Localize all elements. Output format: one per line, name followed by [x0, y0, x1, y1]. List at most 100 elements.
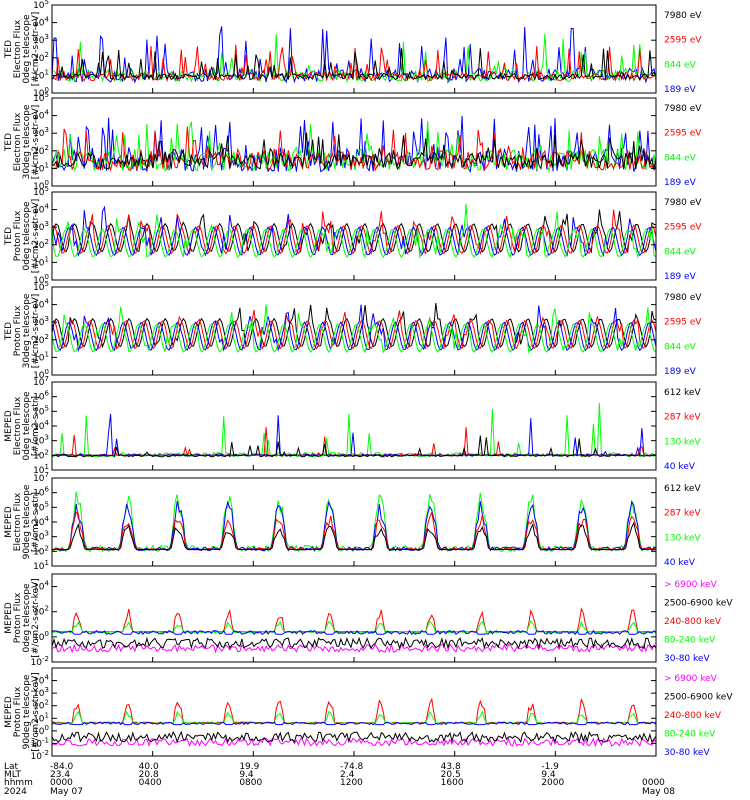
x-row-label: MLT [4, 770, 22, 780]
y-axis-label: 30deg telescope [22, 293, 32, 368]
x-row-label: 2024 [4, 787, 27, 797]
y-tick-label: 101 [33, 463, 49, 476]
legend-entry: 2595 eV [664, 129, 702, 139]
legend-entry: 30-80 keV [664, 748, 710, 758]
y-axis-label: 0deg telescope [22, 14, 32, 84]
series-group [52, 697, 656, 748]
y-axis-label: Proton Flux [13, 592, 23, 643]
series-line [52, 697, 656, 725]
legend-entry: 612 keV [664, 388, 701, 398]
series-line [52, 309, 656, 351]
x-tick-label: 1200 [340, 778, 363, 788]
y-tick-label: 100 [33, 273, 49, 286]
series-line [52, 730, 656, 744]
legend-entry: 40 keV [664, 558, 696, 568]
y-tick-label: 101 [33, 350, 49, 363]
legend-entry: 130 keV [664, 437, 701, 447]
series-group [52, 302, 656, 354]
series-line [52, 304, 656, 354]
y-tick-label: 102 [33, 544, 49, 557]
legend-entry: 7980 eV [664, 198, 702, 208]
y-axis-label: Electron Flux [13, 492, 23, 551]
series-line [52, 491, 656, 553]
y-tick-label: 103 [33, 530, 49, 543]
legend-entry: 240-800 keV [664, 617, 722, 627]
x-tick-label: 2000 [541, 778, 564, 788]
y-tick-label: 104 [33, 109, 49, 122]
series-line [52, 126, 656, 172]
series-group [52, 491, 656, 553]
y-tick-label: 105 [33, 0, 49, 11]
y-tick-label: 105 [33, 404, 49, 417]
y-tick-label: 10-2 [31, 655, 49, 668]
series-line [52, 721, 656, 726]
y-axis-label: 90deg telescope [22, 674, 32, 749]
legend-entry: 189 eV [664, 272, 697, 282]
legend-entry: 287 keV [664, 413, 701, 423]
legend-entry: 80-240 keV [664, 636, 716, 646]
series-line [52, 48, 656, 82]
x-tick-label: 19.9 [239, 762, 259, 772]
y-tick-label: 102 [33, 238, 49, 251]
plot-frame [51, 97, 657, 187]
series-line [52, 607, 656, 633]
y-tick-label: 104 [33, 16, 49, 29]
y-axis-label: 30deg telescope [22, 104, 32, 179]
y-tick-label: 102 [33, 605, 49, 618]
y-tick-label: 103 [33, 126, 49, 139]
y-tick-label: 101 [33, 559, 49, 572]
legend-entry: 2500-6900 keV [664, 599, 733, 609]
series-group [52, 402, 656, 459]
y-tick-label: 102 [33, 144, 49, 157]
series-line [52, 203, 656, 259]
legend-entry: 80-240 keV [664, 730, 716, 740]
legend-entry: > 6900 keV [664, 674, 718, 684]
y-tick-label: 102 [33, 699, 49, 712]
x-tick-label: 9.4 [541, 770, 556, 780]
y-tick-label: 104 [33, 674, 49, 687]
series-line [52, 736, 656, 748]
legend-entry: 7980 eV [664, 11, 702, 21]
y-tick-label: 103 [33, 33, 49, 46]
y-axis-label: [#/cm2-s-str-eV] [31, 294, 41, 369]
series-line [52, 636, 656, 650]
y-tick-label: 104 [33, 515, 49, 528]
y-axis-label: [#/cm2-s-str] [31, 492, 41, 552]
x-tick-label: 9.4 [239, 770, 254, 780]
y-tick-label: 100 [33, 724, 49, 737]
y-tick-label: 104 [33, 580, 49, 593]
plot-frame [51, 381, 657, 471]
legend-entry: 844 eV [664, 60, 697, 70]
series-group [52, 203, 656, 259]
series-group [52, 607, 656, 654]
y-tick-label: 107 [33, 375, 49, 388]
y-tick-label: 10-1 [31, 736, 49, 749]
legend-entry: 612 keV [664, 484, 701, 494]
y-axis-label: [#/cm2-s-str-keV] [31, 672, 41, 751]
legend-entry: > 6900 keV [664, 580, 718, 590]
y-axis-label: TED [4, 227, 14, 246]
x-tick-label: -1.9 [541, 762, 559, 772]
series-line [52, 629, 656, 636]
legend-entry: 7980 eV [664, 293, 702, 303]
legend-entry: 287 keV [664, 509, 701, 519]
x-tick-label: -74.8 [340, 762, 364, 772]
y-axis-label: TED [4, 322, 14, 341]
legend-entry: 2595 eV [664, 318, 702, 328]
x-tick-label: 20.8 [139, 770, 159, 780]
series-line [52, 304, 656, 353]
legend-entry: 2595 eV [664, 223, 702, 233]
y-axis-label: [#/cm2-s-str-eV] [31, 105, 41, 180]
x-tick-label: 0800 [239, 778, 262, 788]
x-tick-label: 0000 [50, 778, 73, 788]
y-axis-label: MEPED [4, 410, 14, 442]
legend-entry: 240-800 keV [664, 711, 722, 721]
legend-entry: 130 keV [664, 533, 701, 543]
x-tick-label: 20.5 [441, 770, 461, 780]
plot-frame [51, 477, 657, 567]
x-tick-label: 1600 [441, 778, 464, 788]
